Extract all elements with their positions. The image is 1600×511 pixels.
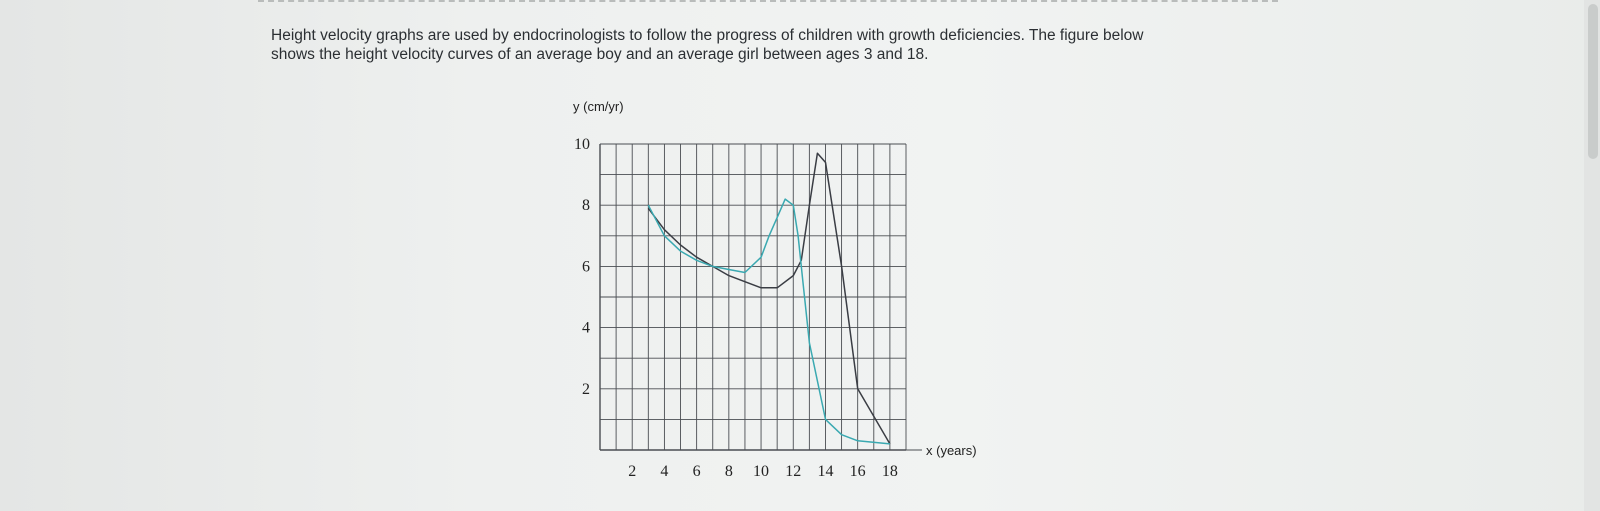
x-tick-label: 4 — [660, 463, 668, 480]
x-tick-label: 14 — [817, 463, 833, 480]
chart-grid — [599, 143, 922, 451]
x-tick-label: 2 — [628, 463, 636, 480]
y-tick-label: 6 — [582, 258, 590, 275]
x-tick-label: 16 — [850, 463, 866, 480]
y-tick-label: 8 — [582, 197, 590, 214]
x-tick-label: 6 — [693, 463, 701, 480]
x-axis-label: x (years) — [926, 443, 977, 458]
series-line-dark — [647, 152, 891, 445]
x-tick-label: 8 — [725, 463, 733, 480]
series-line-teal — [647, 198, 890, 445]
x-tick-label: 10 — [753, 463, 769, 480]
chart-ticks: 2 4 6 8 10 12 14 16 18 2 4 6 8 10 — [574, 136, 898, 480]
y-tick-label: 2 — [582, 381, 590, 398]
top-divider — [258, 0, 1278, 4]
scrollbar-thumb[interactable] — [1588, 4, 1598, 159]
y-tick-label: 10 — [574, 136, 590, 153]
y-axis-label: y (cm/yr) — [573, 99, 624, 114]
question-text: Height velocity graphs are used by endoc… — [271, 26, 1271, 64]
question-line-2: shows the height velocity curves of an a… — [271, 46, 929, 63]
chart-series — [647, 152, 891, 445]
x-tick-label: 12 — [785, 463, 801, 480]
question-line-1: Height velocity graphs are used by endoc… — [271, 27, 1144, 44]
y-tick-label: 4 — [582, 320, 590, 337]
scrollbar[interactable] — [1584, 0, 1600, 511]
x-tick-label: 18 — [882, 463, 898, 480]
